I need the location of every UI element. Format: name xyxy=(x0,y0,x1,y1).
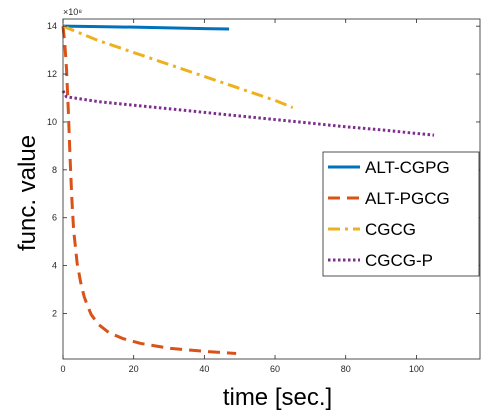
legend-label: ALT-PGCG xyxy=(365,189,450,208)
y-tick-label: 14 xyxy=(47,21,57,31)
x-tick-label: 80 xyxy=(341,364,351,374)
plot-lines xyxy=(61,24,435,355)
legend-label: ALT-CGPG xyxy=(365,158,450,177)
series-line-alt-cgpg xyxy=(62,24,230,31)
x-tick-label: 60 xyxy=(270,364,280,374)
legend-label: CGCG xyxy=(365,220,416,239)
y-axis-exponent-label: ×10⁸ xyxy=(63,7,82,17)
y-tick-label: 2 xyxy=(52,309,57,319)
y-axis-label: func. value xyxy=(14,135,41,251)
y-tick-label: 10 xyxy=(47,117,57,127)
y-tick-label: 12 xyxy=(47,69,57,79)
x-tick-label: 20 xyxy=(129,364,139,374)
legend-box xyxy=(322,151,480,277)
x-tick-label: 100 xyxy=(409,364,424,374)
plot-frame xyxy=(62,18,481,360)
x-tick-label: 0 xyxy=(60,364,65,374)
y-tick-label: 8 xyxy=(52,165,57,175)
series-line-cgcg xyxy=(62,24,294,109)
legend: ALT-CGPG ALT-PGCG CGCG CGCG-P xyxy=(322,151,480,277)
x-axis-label: time [sec.] xyxy=(223,384,332,411)
series-line-cgcg-p xyxy=(61,90,435,137)
y-tick-label: 4 xyxy=(52,261,57,271)
legend-label: CGCG-P xyxy=(365,251,433,270)
x-tick-label: 40 xyxy=(199,364,209,374)
y-tick-label: 6 xyxy=(52,213,57,223)
series-line-alt-pgcg xyxy=(61,26,237,355)
